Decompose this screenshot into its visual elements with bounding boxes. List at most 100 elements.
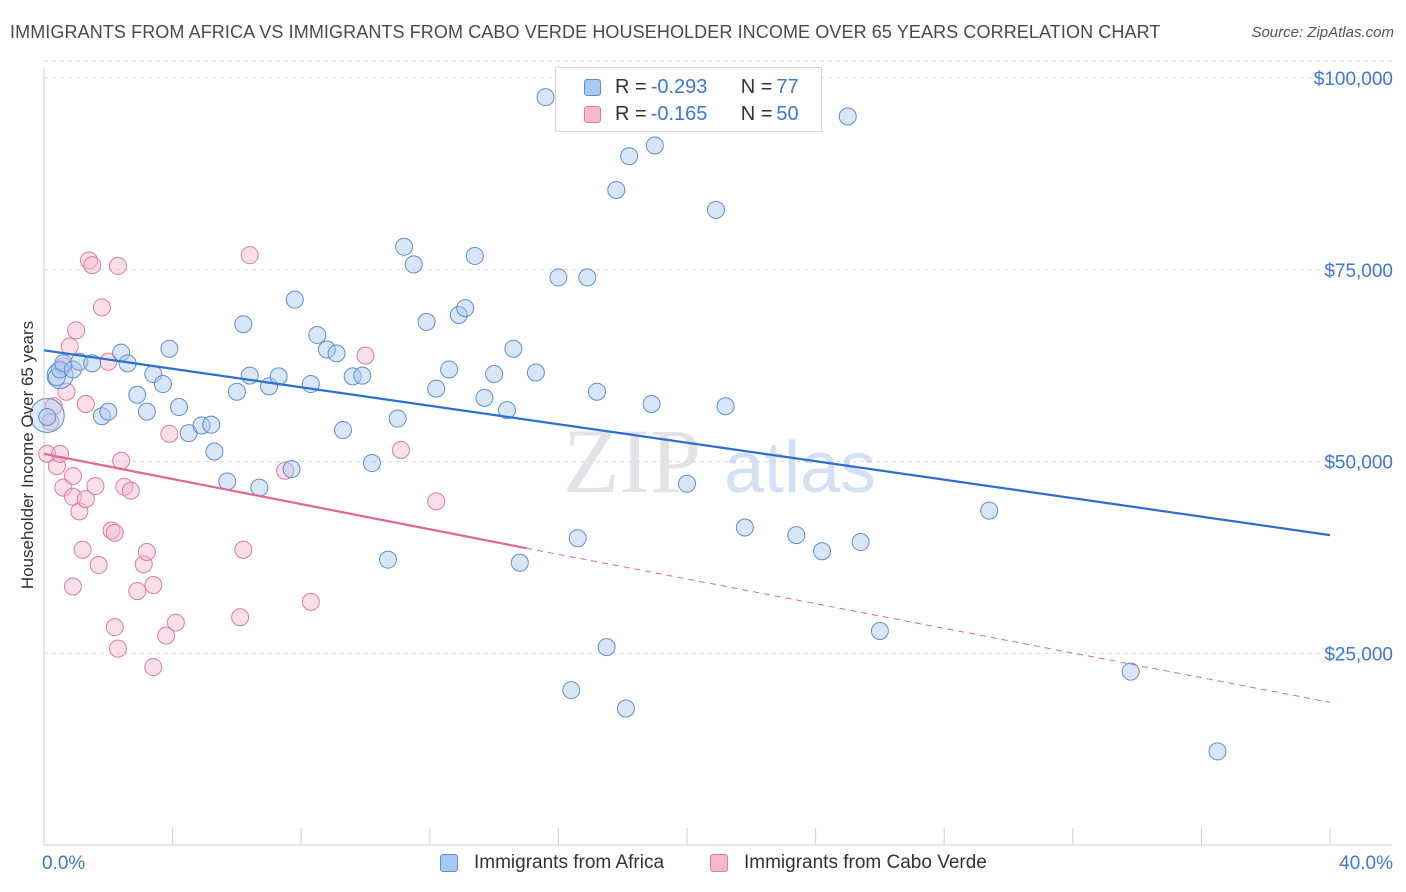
africa-n-value: 77 xyxy=(776,75,799,98)
cabo-verde-point xyxy=(137,543,156,562)
africa-point xyxy=(504,339,523,358)
africa-point xyxy=(838,107,857,126)
africa-point xyxy=(870,622,889,641)
cabo-verde-point xyxy=(105,523,124,542)
africa-point xyxy=(234,315,253,334)
africa-point xyxy=(440,360,459,379)
africa-point xyxy=(92,407,111,426)
africa-r-value: -0.293 xyxy=(650,75,708,98)
y-tick-label: $100,000 xyxy=(1314,69,1393,90)
africa-point xyxy=(83,354,102,373)
africa-point xyxy=(678,474,696,493)
cabo-verde-point xyxy=(144,575,163,594)
africa-point xyxy=(607,180,626,199)
cabo-verde-point xyxy=(301,592,320,611)
bottom-africa-swatch xyxy=(440,854,458,872)
africa-point xyxy=(485,365,504,384)
africa-point xyxy=(343,367,362,386)
africa-point xyxy=(616,699,635,718)
africa-point xyxy=(787,526,806,545)
africa-r-label: R = xyxy=(615,75,647,98)
africa-point xyxy=(449,306,468,325)
cabo-verde-point xyxy=(231,608,250,627)
africa-point xyxy=(128,385,147,404)
cabo-verde-point xyxy=(108,256,127,275)
cabo-verde-point xyxy=(157,626,176,645)
africa-point xyxy=(160,339,179,358)
legend-row-africa: R = -0.293 N = 77 xyxy=(584,75,799,99)
cabo-verde-point xyxy=(121,481,140,500)
cabo-verde-point xyxy=(57,382,76,401)
caboverde-r-value: -0.165 xyxy=(650,102,708,125)
cabo-verde-point xyxy=(67,321,86,340)
source-credit: Source: ZipAtlas.com xyxy=(1251,24,1394,41)
cabo-verde-point xyxy=(86,477,105,496)
cabo-verde-point xyxy=(391,440,410,459)
cabo-verde-point xyxy=(105,618,124,637)
africa-point xyxy=(465,246,484,265)
cabo-verde-trend-extension xyxy=(526,547,1331,703)
africa-point xyxy=(379,550,398,569)
x-tick-label-max: 40.0% xyxy=(1339,853,1393,874)
y-tick-label: $50,000 xyxy=(1324,453,1393,474)
africa-point xyxy=(497,401,516,420)
caboverde-swatch xyxy=(584,105,601,123)
caboverde-n-label: N = xyxy=(740,102,773,125)
africa-n-label: N = xyxy=(740,75,773,98)
cabo-verde-point xyxy=(73,540,92,559)
y-tick-label: $25,000 xyxy=(1324,644,1393,665)
cabo-verde-point xyxy=(76,490,95,509)
cabo-verde-point xyxy=(83,256,102,275)
africa-point xyxy=(282,460,301,479)
africa-point xyxy=(526,363,545,382)
cabo-verde-point xyxy=(54,478,73,497)
africa-point xyxy=(980,501,999,520)
africa-trend-line xyxy=(43,349,1331,537)
cabo-verde-point xyxy=(63,467,82,486)
africa-point xyxy=(851,533,870,552)
cabo-verde-point xyxy=(76,394,95,413)
africa-point xyxy=(54,354,73,373)
trend-lines xyxy=(43,349,1331,703)
africa-point xyxy=(475,388,494,407)
bottom-caboverde-label: Immigrants from Cabo Verde xyxy=(744,852,987,873)
cabo-verde-point xyxy=(108,639,127,658)
africa-point xyxy=(137,402,156,421)
africa-point xyxy=(427,379,446,398)
cabo-verde-point xyxy=(234,540,253,559)
africa-swatch xyxy=(584,78,601,96)
africa-point xyxy=(192,416,211,435)
cabo-verde-point xyxy=(92,298,111,317)
africa-point xyxy=(597,638,616,657)
watermark-zip: ZIP xyxy=(563,410,701,512)
africa-point xyxy=(170,398,189,417)
cabo-verde-point xyxy=(427,492,446,511)
africa-point xyxy=(250,478,269,497)
correlation-legend: R = -0.293 N = 77 R = -0.165 N = 50 xyxy=(555,67,822,132)
africa-point xyxy=(353,366,372,385)
africa-point xyxy=(716,397,735,416)
africa-point xyxy=(38,408,57,427)
africa-point xyxy=(813,542,832,561)
y-axis-label: Householder Income Over 65 years xyxy=(18,320,37,590)
africa-point xyxy=(63,360,82,379)
africa-point xyxy=(456,299,475,318)
africa-point xyxy=(153,375,172,394)
africa-point xyxy=(362,454,381,473)
africa-point xyxy=(308,325,327,344)
x-tick-label-min: 0.0% xyxy=(42,853,85,874)
africa-point xyxy=(388,409,407,428)
bottom-legend-africa: Immigrants from Africa xyxy=(440,852,664,874)
cabo-verde-point xyxy=(128,582,147,601)
gridlines xyxy=(44,60,1392,654)
watermark-atlas: atlas xyxy=(724,428,876,508)
cabo-verde-points xyxy=(38,246,446,677)
legend-row-caboverde: R = -0.165 N = 50 xyxy=(584,102,799,126)
tick-labels: $25,000 $50,000 $75,000 $100,000 0.0% 40.0% xyxy=(42,69,1393,874)
africa-point xyxy=(1121,662,1140,681)
bottom-legend-caboverde: Immigrants from Cabo Verde xyxy=(710,852,987,874)
africa-point xyxy=(333,421,352,440)
africa-point xyxy=(327,344,346,363)
africa-point xyxy=(404,255,423,274)
africa-point xyxy=(417,312,436,331)
